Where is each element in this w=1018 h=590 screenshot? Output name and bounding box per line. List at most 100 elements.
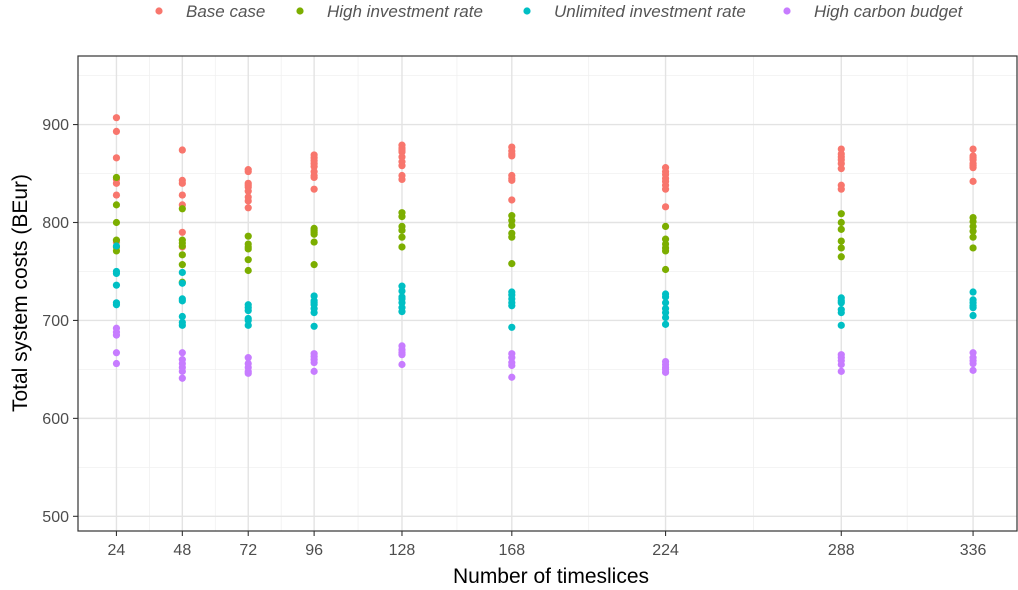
- data-point: [244, 232, 252, 240]
- data-point: [178, 228, 186, 236]
- data-point: [310, 185, 318, 193]
- data-point: [837, 225, 845, 233]
- data-point: [112, 236, 121, 244]
- data-point: [837, 321, 845, 329]
- data-point: [178, 239, 186, 247]
- data-point: [398, 158, 406, 166]
- data-point: [310, 171, 318, 180]
- data-point: [178, 146, 186, 154]
- data-point: [178, 374, 186, 382]
- data-point: [837, 160, 845, 168]
- x-tick-label: 24: [108, 542, 126, 559]
- data-point: [661, 247, 670, 255]
- data-point: [112, 127, 121, 136]
- data-point: [244, 256, 252, 264]
- data-point: [244, 369, 252, 377]
- data-point: [837, 150, 845, 158]
- data-point: [398, 360, 406, 369]
- data-point: [661, 265, 670, 274]
- data-point: [661, 174, 670, 183]
- data-point: [310, 358, 318, 367]
- data-point: [398, 175, 406, 184]
- data-point: [244, 204, 252, 212]
- data-point: [969, 233, 977, 241]
- data-point: [508, 174, 516, 183]
- data-point: [661, 185, 670, 193]
- legend-label: Base case: [186, 2, 265, 21]
- y-axis-title: Total system costs (BEur): [9, 174, 32, 412]
- data-point: [178, 349, 186, 357]
- data-point: [837, 244, 845, 252]
- data-point: [508, 216, 516, 225]
- data-point: [112, 114, 121, 122]
- minor-grid: [78, 56, 1017, 531]
- x-tick-label: 48: [173, 542, 191, 559]
- data-point: [178, 367, 186, 375]
- legend: Base case High investment rate Unlimited i…: [155, 2, 964, 21]
- data-points: [112, 114, 977, 382]
- data-point: [310, 228, 318, 236]
- major-grid: [78, 56, 1017, 531]
- data-point: [969, 244, 977, 252]
- data-point: [661, 320, 670, 328]
- x-tick-label: 168: [498, 542, 525, 559]
- data-point: [837, 297, 845, 305]
- y-tick-label: 500: [42, 509, 69, 526]
- data-point: [398, 295, 406, 303]
- data-point: [112, 281, 121, 289]
- y-tick-labels: 500 600 700 800 900: [42, 117, 69, 526]
- data-point: [969, 288, 977, 296]
- data-point: [969, 154, 977, 162]
- data-point: [969, 145, 977, 153]
- legend-label: High investment rate: [327, 2, 483, 21]
- data-point: [112, 331, 121, 339]
- data-point: [837, 367, 845, 375]
- data-point: [178, 268, 186, 277]
- data-point: [969, 227, 977, 235]
- x-tick-labels: 24 48 72 96 128 168 224 288 336: [108, 542, 987, 559]
- x-tick-label: 72: [239, 542, 257, 559]
- x-tick-label: 336: [960, 542, 987, 559]
- legend-label: High carbon budget: [814, 2, 964, 21]
- data-point: [178, 251, 186, 259]
- legend-key: [783, 7, 791, 15]
- data-point: [244, 354, 252, 362]
- data-point: [244, 245, 252, 253]
- data-point: [837, 237, 845, 245]
- data-point: [178, 261, 186, 269]
- data-point: [244, 167, 252, 176]
- data-point: [398, 287, 406, 295]
- data-point: [112, 349, 121, 357]
- data-point: [244, 197, 252, 205]
- y-tick-label: 800: [42, 215, 69, 232]
- data-point: [661, 368, 670, 376]
- data-point: [112, 154, 121, 162]
- data-point: [178, 279, 186, 287]
- data-point: [178, 179, 186, 187]
- x-tick-label: 96: [305, 542, 323, 559]
- legend-label: Unlimited investment rate: [554, 2, 746, 21]
- data-point: [244, 266, 252, 275]
- data-point: [178, 321, 186, 329]
- data-point: [661, 240, 670, 248]
- data-point: [969, 366, 977, 374]
- data-point: [112, 179, 121, 187]
- data-point: [112, 218, 121, 227]
- data-point: [244, 307, 252, 315]
- data-point: [178, 205, 186, 213]
- data-point: [178, 297, 186, 305]
- data-point: [112, 269, 121, 278]
- data-point: [244, 181, 252, 189]
- data-point: [508, 233, 516, 241]
- data-point: [112, 359, 121, 368]
- data-point: [112, 242, 121, 250]
- data-point: [508, 196, 516, 204]
- data-point: [508, 302, 516, 310]
- data-point: [969, 304, 977, 312]
- plot-panel-border: [77, 55, 1018, 532]
- data-point: [112, 173, 121, 182]
- data-point: [310, 299, 318, 307]
- data-point: [310, 322, 318, 330]
- y-tick-label: 600: [42, 411, 69, 428]
- data-point: [508, 373, 516, 381]
